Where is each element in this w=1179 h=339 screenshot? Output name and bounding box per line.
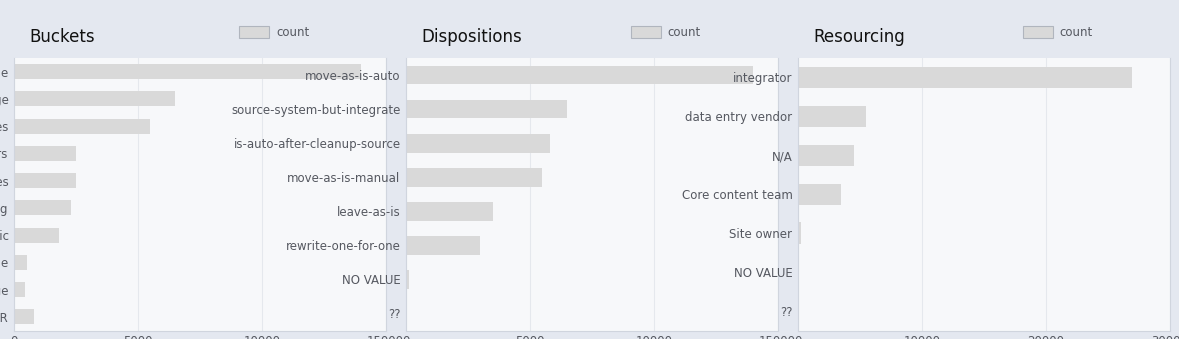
Legend: count: count: [239, 26, 309, 39]
Bar: [14, 92, 176, 106]
Bar: [14, 200, 71, 215]
Bar: [14, 228, 59, 243]
Bar: [406, 134, 549, 153]
Bar: [14, 310, 34, 324]
Bar: [406, 202, 493, 221]
Text: Buckets: Buckets: [29, 28, 94, 46]
Bar: [14, 173, 77, 188]
Bar: [798, 67, 1132, 88]
Legend: count: count: [1023, 26, 1093, 39]
Bar: [14, 119, 151, 134]
Bar: [798, 106, 867, 127]
Bar: [14, 146, 77, 161]
Bar: [798, 145, 854, 166]
Text: Resourcing: Resourcing: [812, 28, 904, 46]
Bar: [406, 270, 409, 289]
Text: Dispositions: Dispositions: [421, 28, 522, 46]
Bar: [14, 255, 27, 270]
Bar: [14, 64, 361, 79]
Bar: [798, 183, 842, 205]
Bar: [406, 100, 567, 119]
Bar: [406, 168, 542, 186]
Bar: [14, 282, 25, 297]
Bar: [798, 222, 801, 244]
Bar: [798, 261, 799, 283]
Bar: [406, 66, 753, 84]
Bar: [406, 236, 480, 255]
Legend: count: count: [631, 26, 702, 39]
